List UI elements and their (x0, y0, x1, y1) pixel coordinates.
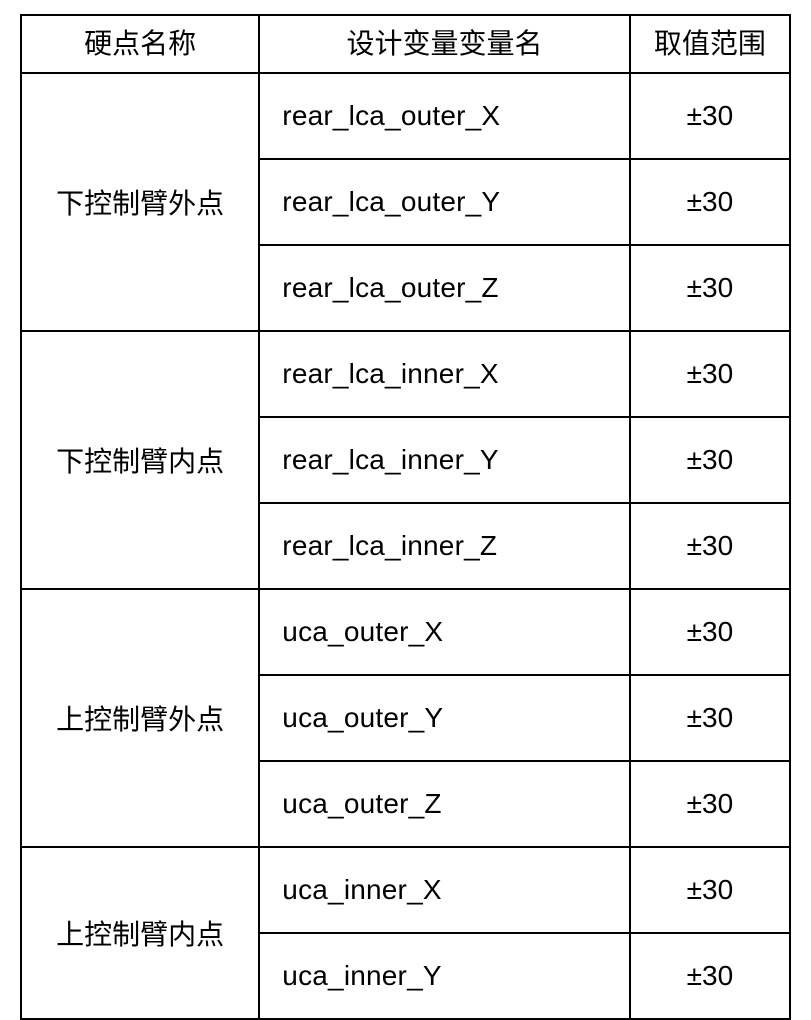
hardpoint-name: 上控制臂内点 (21, 847, 259, 1019)
variable-name: uca_outer_X (259, 589, 629, 675)
col-header-variable: 设计变量变量名 (259, 15, 629, 73)
value-range: ±30 (630, 245, 790, 331)
table-container: 硬点名称 设计变量变量名 取值范围 下控制臂外点 rear_lca_outer_… (0, 0, 811, 1020)
value-range: ±30 (630, 847, 790, 933)
hardpoint-name: 上控制臂外点 (21, 589, 259, 847)
variable-name: rear_lca_inner_Y (259, 417, 629, 503)
col-header-hardpoint: 硬点名称 (21, 15, 259, 73)
value-range: ±30 (630, 933, 790, 1019)
table-header-row: 硬点名称 设计变量变量名 取值范围 (21, 15, 790, 73)
table-row: 上控制臂外点 uca_outer_X ±30 (21, 589, 790, 675)
hardpoint-table: 硬点名称 设计变量变量名 取值范围 下控制臂外点 rear_lca_outer_… (20, 14, 791, 1020)
variable-name: uca_inner_Y (259, 933, 629, 1019)
value-range: ±30 (630, 675, 790, 761)
variable-name: rear_lca_outer_Z (259, 245, 629, 331)
table-row: 上控制臂内点 uca_inner_X ±30 (21, 847, 790, 933)
value-range: ±30 (630, 331, 790, 417)
value-range: ±30 (630, 417, 790, 503)
variable-name: rear_lca_inner_X (259, 331, 629, 417)
value-range: ±30 (630, 73, 790, 159)
col-header-range: 取值范围 (630, 15, 790, 73)
table-row: 下控制臂外点 rear_lca_outer_X ±30 (21, 73, 790, 159)
variable-name: uca_inner_X (259, 847, 629, 933)
variable-name: rear_lca_inner_Z (259, 503, 629, 589)
value-range: ±30 (630, 761, 790, 847)
value-range: ±30 (630, 589, 790, 675)
hardpoint-name: 下控制臂外点 (21, 73, 259, 331)
hardpoint-name: 下控制臂内点 (21, 331, 259, 589)
variable-name: rear_lca_outer_X (259, 73, 629, 159)
variable-name: uca_outer_Z (259, 761, 629, 847)
value-range: ±30 (630, 159, 790, 245)
value-range: ±30 (630, 503, 790, 589)
variable-name: uca_outer_Y (259, 675, 629, 761)
table-row: 下控制臂内点 rear_lca_inner_X ±30 (21, 331, 790, 417)
variable-name: rear_lca_outer_Y (259, 159, 629, 245)
